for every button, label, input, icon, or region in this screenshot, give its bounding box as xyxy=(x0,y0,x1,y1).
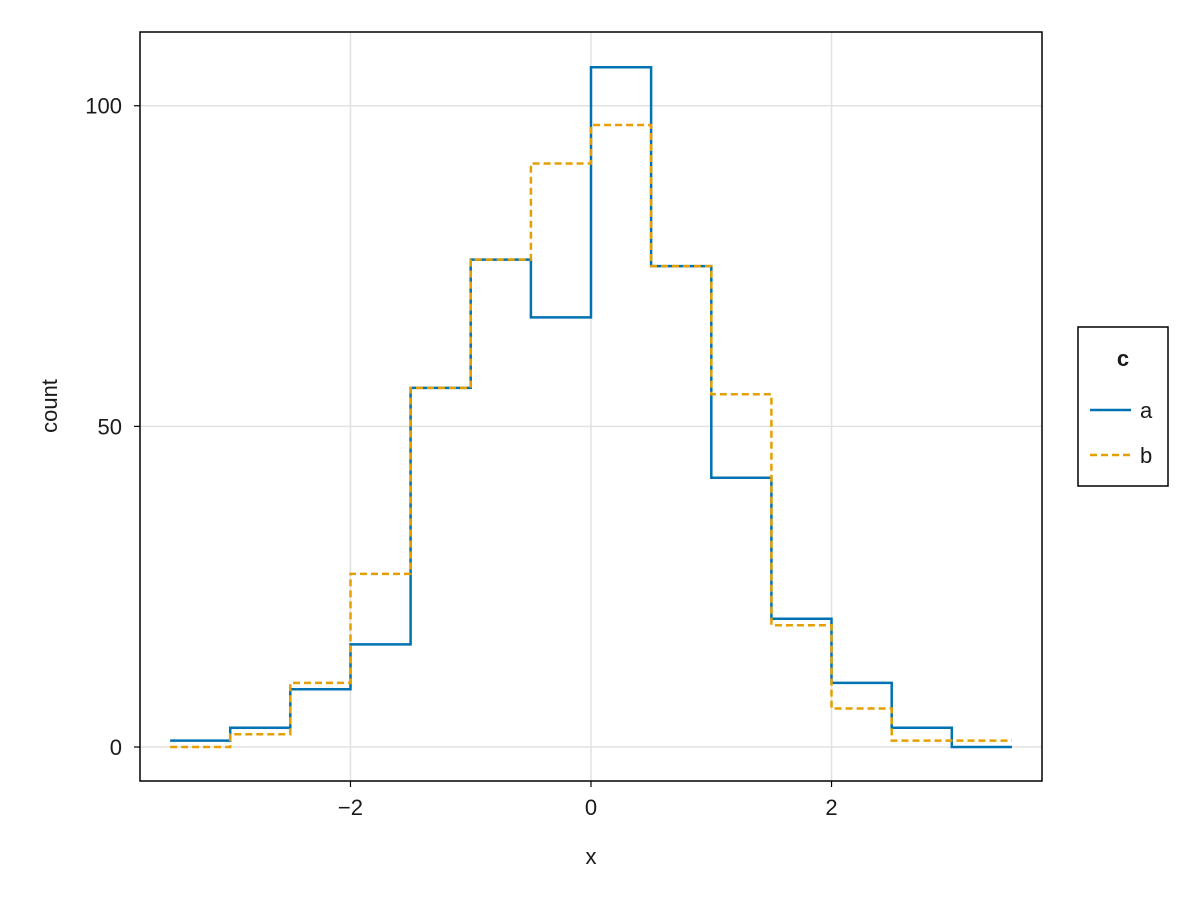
x-axis-label: x xyxy=(586,844,597,869)
y-tick-label: 50 xyxy=(98,414,122,439)
y-tick-label: 0 xyxy=(110,735,122,760)
x-axis-ticks: −2 0 2 xyxy=(338,781,838,820)
x-tick-label: 0 xyxy=(585,795,597,820)
x-tick-label: −2 xyxy=(338,795,363,820)
legend-label-b: b xyxy=(1140,443,1152,468)
x-tick-label: 2 xyxy=(825,795,837,820)
y-axis-ticks: 0 50 100 xyxy=(85,94,140,760)
series-layer xyxy=(170,66,1012,749)
legend-label-a: a xyxy=(1140,398,1153,423)
legend-title: c xyxy=(1117,346,1129,371)
legend-box xyxy=(1077,326,1169,487)
legend: c a b xyxy=(1077,326,1169,487)
y-tick-label: 100 xyxy=(85,94,122,119)
series-a-line xyxy=(170,66,1012,749)
y-axis-label: count xyxy=(37,379,62,433)
series-b-line xyxy=(170,123,1012,749)
